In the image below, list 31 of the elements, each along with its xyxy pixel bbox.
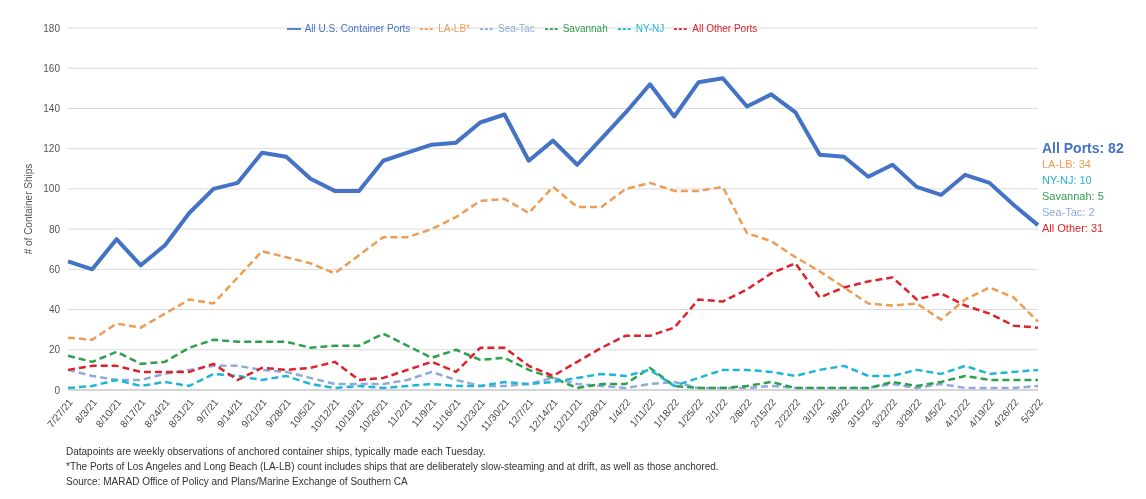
text: Sea-Tac: 2 (1042, 205, 1096, 220)
line-series (66, 332, 1040, 390)
legend-label: NY-NJ (635, 22, 665, 34)
source-note: Source: MARAD Office of Policy and Plans/Marine Exchange of Southern CA (66, 475, 409, 489)
y-tick-label: 180 (43, 22, 61, 34)
y-tick-label: 20 (48, 344, 61, 356)
y-tick-label: 100 (43, 183, 61, 195)
y-tick-label: 40 (48, 304, 61, 316)
text: Datapoints are weekly observations of anchored container ships, typically made each Tuesday. (66, 445, 487, 459)
text: *The Ports of Los Angeles and Long Beach (LA-LB) count includes ships that are deliberately slow-steaming and at drift, as well as those anchored. (66, 460, 719, 474)
legend-label: All Other Ports (692, 22, 758, 34)
y-tick-label: 120 (43, 143, 61, 155)
y-tick-label: 0 (54, 384, 61, 396)
line-series (66, 76, 1040, 272)
line-series (66, 364, 1040, 390)
y-tick-label: 80 (48, 223, 61, 235)
legend-label: Sea-Tac (498, 22, 535, 34)
legend-label: LA-LB* (438, 22, 470, 34)
y-tick-label: 60 (48, 263, 61, 275)
text: All Other: 31 (1042, 221, 1105, 236)
legend-label: All U.S. Container Ports (304, 22, 411, 34)
line-series (66, 262, 1040, 382)
text: All Ports: 82 (1042, 140, 1124, 156)
y-tick-label: 140 (43, 102, 61, 114)
y-tick-label: 160 (43, 62, 61, 74)
y-axis-title: # of Container Ships (22, 163, 34, 255)
line-series (66, 181, 1040, 341)
text: LA-LB: 34 (1042, 157, 1092, 172)
text: NY-NJ: 10 (1042, 173, 1093, 188)
legend-label: Savannah (562, 22, 608, 34)
text: Savannah: 5 (1042, 189, 1105, 204)
